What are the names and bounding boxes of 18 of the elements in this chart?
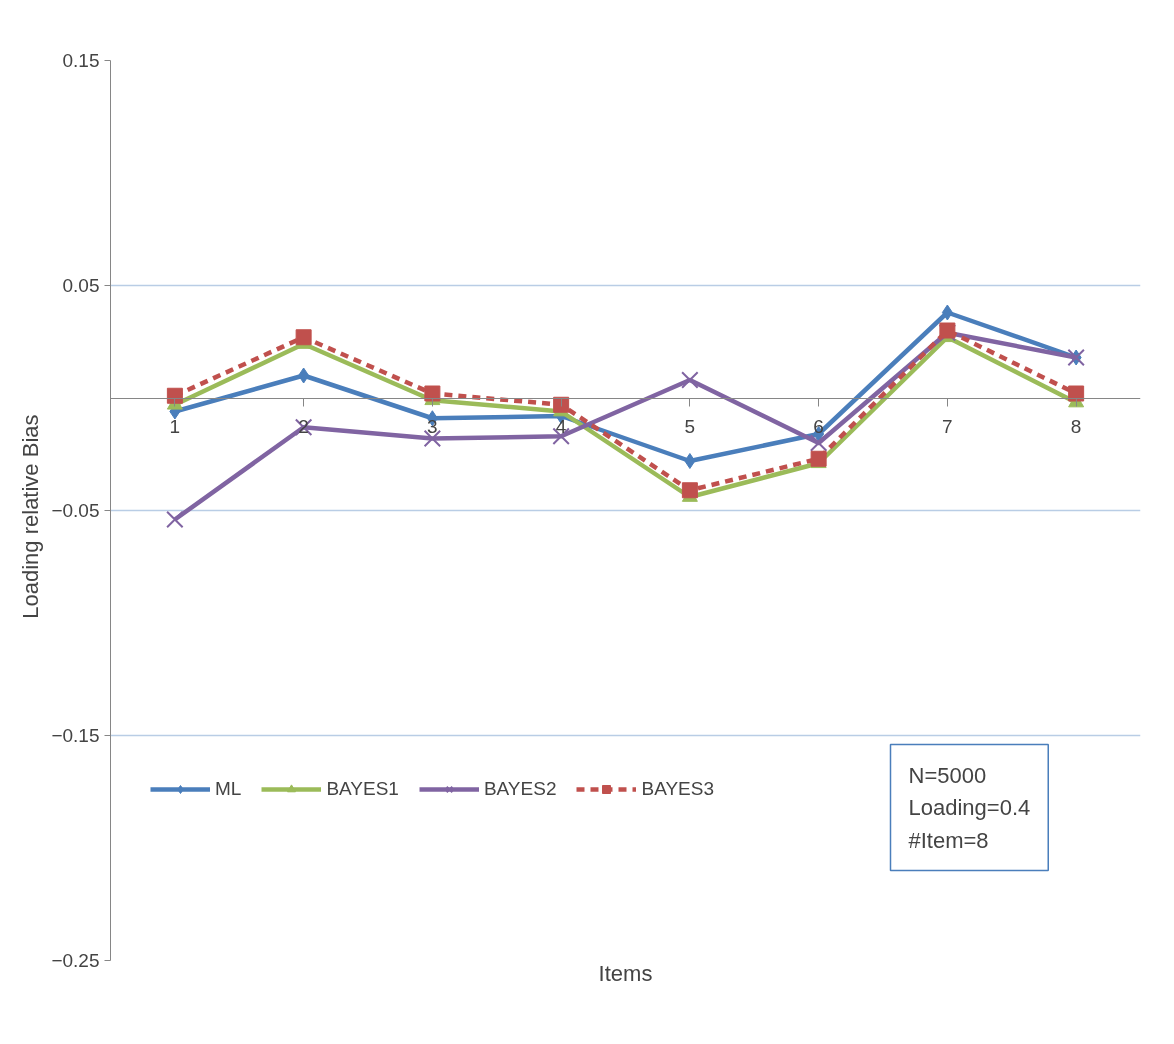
y-tick-label: 0.05 — [62, 275, 100, 296]
x-tick-label: 7 — [942, 416, 953, 437]
legend-label: BAYES3 — [641, 778, 714, 800]
y-tick-label: −0.25 — [51, 950, 100, 971]
legend-label: BAYES1 — [326, 778, 399, 800]
y-tick-label: −0.15 — [51, 725, 100, 746]
x-tick-label: 4 — [555, 416, 567, 437]
y-tick-label: −0.05 — [51, 500, 100, 521]
legend-label: BAYES2 — [483, 778, 557, 800]
legend-label: ML — [215, 778, 242, 800]
annotation: N=5000 Loading=0.4 #Item=8 — [908, 762, 1031, 853]
x-tick-label: 1 — [169, 416, 181, 437]
x-tick-label: 5 — [684, 416, 696, 437]
y-tick-label: 0.15 — [62, 50, 100, 71]
x-tick-label: 8 — [1070, 416, 1082, 437]
y-axis-title: Loading relative Bias — [18, 414, 44, 619]
x-tick-label: 3 — [427, 416, 438, 437]
x-axis-title: Items — [598, 960, 653, 986]
